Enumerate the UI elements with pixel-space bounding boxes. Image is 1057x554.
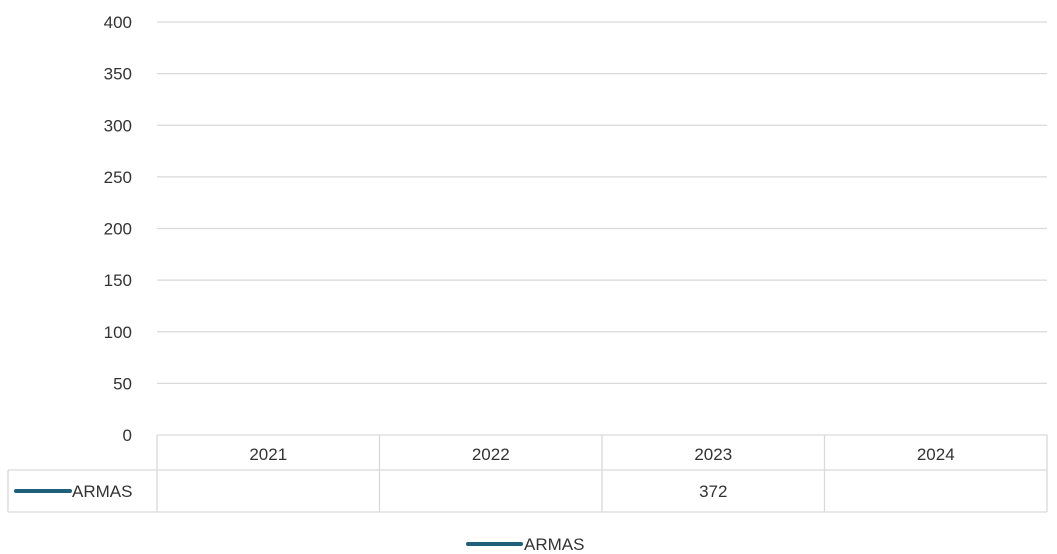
y-axis-ticks: 0 50 100 150 200 250 300 350 400	[104, 13, 132, 445]
y-tick-label-350: 350	[104, 65, 132, 84]
y-tick-label-300: 300	[104, 116, 132, 135]
y-tick-label-0: 0	[123, 426, 132, 445]
y-tick-label-400: 400	[104, 13, 132, 32]
legend-label: ARMAS	[524, 535, 584, 554]
y-tick-label-250: 250	[104, 168, 132, 187]
x-category-label-2024: 2024	[917, 445, 955, 464]
y-tick-label-150: 150	[104, 271, 132, 290]
legend: ARMAS	[466, 535, 584, 554]
y-gridlines	[157, 21, 1047, 385]
table-value-2023: 372	[699, 482, 727, 501]
x-category-label-2022: 2022	[472, 445, 510, 464]
x-category-label-2023: 2023	[694, 445, 732, 464]
y-tick-label-50: 50	[113, 374, 132, 393]
y-tick-label-200: 200	[104, 220, 132, 239]
x-category-label-2021: 2021	[249, 445, 287, 464]
data-table: 2021 2022 2023 2024 ARMAS 372	[7, 434, 1048, 513]
table-series-label: ARMAS	[72, 482, 132, 501]
y-tick-label-100: 100	[104, 323, 132, 342]
